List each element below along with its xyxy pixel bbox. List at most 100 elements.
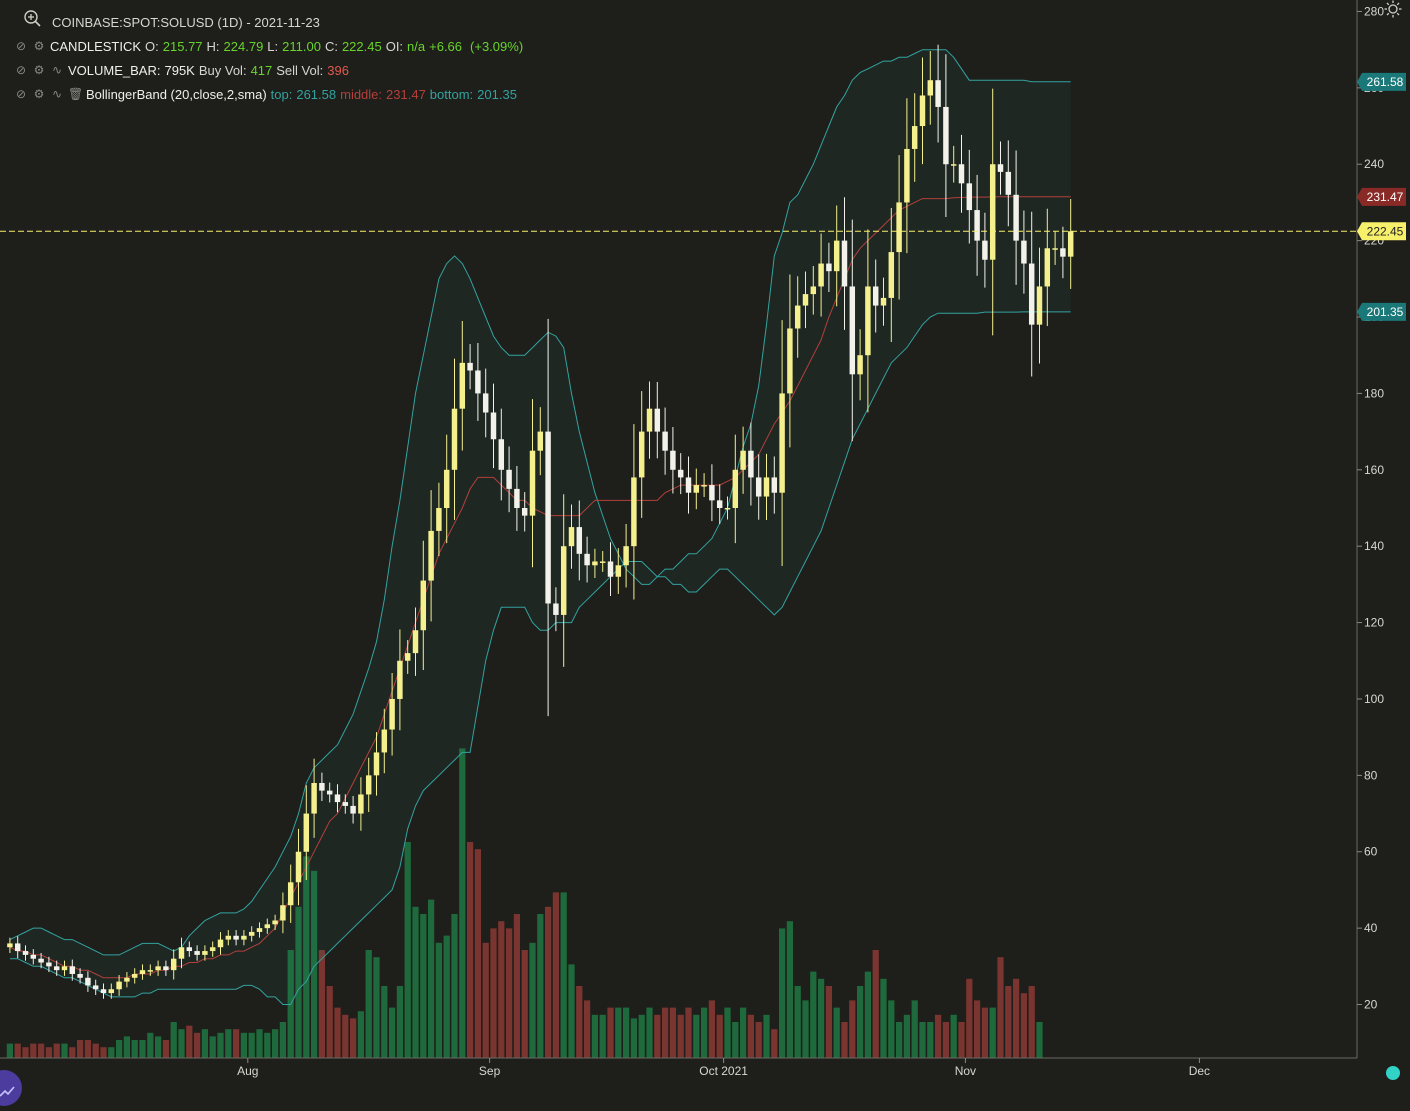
candle-body <box>904 148 910 203</box>
volume-bar <box>755 1022 762 1058</box>
volume-bar <box>693 1014 700 1058</box>
candle-body <box>646 408 653 432</box>
gear-icon[interactable]: ⚙ <box>33 39 45 53</box>
candle-body <box>69 966 76 974</box>
candle-body <box>1060 248 1066 257</box>
candle-body <box>53 966 60 971</box>
volume-bar <box>958 1022 965 1058</box>
price-badge: 261.58 <box>1357 72 1406 91</box>
candle-body <box>896 202 902 253</box>
volume-bar <box>654 1014 661 1058</box>
candle <box>389 672 395 756</box>
y-tick-label: 280 <box>1364 4 1384 18</box>
gear-icon[interactable]: ⚙ <box>33 63 45 77</box>
volume-bar <box>256 1029 263 1058</box>
candle-body <box>443 469 450 508</box>
candle <box>685 456 692 514</box>
volume-bar <box>303 856 310 1058</box>
volume-bar <box>778 928 786 1058</box>
zoom-in-icon[interactable] <box>22 8 42 28</box>
candle-body <box>233 935 239 940</box>
chart-logo-icon[interactable] <box>0 1070 22 1106</box>
candle-body <box>701 485 707 487</box>
candle <box>810 265 817 315</box>
time-axis[interactable]: Aug Sep Oct 2021 Nov Dec <box>237 1058 1210 1078</box>
volume-bar <box>1020 993 1028 1058</box>
candle <box>826 242 832 292</box>
candle-body <box>1044 248 1051 287</box>
candle <box>436 482 442 557</box>
volume-bar <box>404 842 411 1058</box>
candle-body <box>241 935 247 940</box>
eye-hidden-icon[interactable]: ⊘ <box>15 39 27 53</box>
bollinger-middle-value: 231.47 <box>386 86 426 102</box>
line-chart-icon[interactable]: ∿ <box>51 87 63 101</box>
candle <box>865 229 871 413</box>
sun-gear-icon[interactable] <box>1384 0 1402 18</box>
close-value: 222.45 <box>341 38 382 54</box>
sell-vol-label: Sell Vol: <box>276 62 324 78</box>
volume-bar <box>669 1007 677 1058</box>
volume-bar <box>108 1047 115 1058</box>
candle <box>264 918 271 934</box>
candle <box>911 93 918 182</box>
volume-bar <box>529 942 536 1058</box>
sell-vol-value: 396 <box>327 62 349 78</box>
price-badge-shape <box>1357 187 1406 206</box>
candle-body <box>568 527 575 547</box>
bollinger-middle-line <box>9 196 1071 979</box>
volume-bar <box>989 1007 996 1058</box>
candle-body <box>958 164 965 184</box>
candle-body <box>108 989 115 994</box>
candle-body <box>61 966 68 971</box>
y-tick-label: 100 <box>1364 692 1384 706</box>
close-label: C: <box>324 38 338 54</box>
candle-body <box>14 943 21 952</box>
candle-body <box>186 947 193 952</box>
candle-body <box>295 851 302 883</box>
line-chart-icon[interactable]: ∿ <box>51 63 63 77</box>
candle <box>748 422 754 506</box>
candle-body <box>584 553 590 566</box>
volume-bar <box>973 1000 981 1058</box>
volume-bar <box>583 1000 591 1058</box>
candle-body <box>592 561 598 566</box>
volume-bar <box>295 906 302 1058</box>
eye-hidden-icon[interactable]: ⊘ <box>15 63 27 77</box>
candle <box>420 540 427 671</box>
candle-body <box>194 951 200 955</box>
gear-icon[interactable]: ⚙ <box>33 87 45 101</box>
volume-bar <box>677 1014 684 1058</box>
candle-body <box>709 485 715 501</box>
eye-hidden-icon[interactable]: ⊘ <box>15 87 27 101</box>
candle <box>732 434 739 544</box>
candle-body <box>935 80 941 107</box>
candle <box>53 960 60 976</box>
candle <box>974 174 980 276</box>
y-tick-label: 20 <box>1364 998 1378 1012</box>
y-tick-label: 80 <box>1364 768 1378 782</box>
candle <box>592 548 598 578</box>
candle-body <box>389 698 395 730</box>
price-badge-shape <box>1357 72 1406 91</box>
candle-body <box>950 164 957 166</box>
volume-bar <box>544 906 552 1058</box>
candle <box>787 274 793 448</box>
candle <box>186 941 193 957</box>
volume-bar <box>123 1036 131 1058</box>
candle <box>108 983 115 999</box>
volume-bar <box>763 1014 770 1058</box>
candle <box>256 922 263 938</box>
candle <box>982 212 988 288</box>
candle <box>1021 210 1027 294</box>
candle-body <box>475 370 481 394</box>
candle <box>147 964 154 976</box>
trash-icon[interactable]: 🗑︎ <box>68 87 84 101</box>
volume-bar <box>841 1022 848 1058</box>
volume-bar <box>162 1040 170 1058</box>
candle <box>966 149 973 244</box>
candle-body <box>740 450 746 470</box>
candle <box>880 277 887 326</box>
volume-bar <box>193 1032 201 1058</box>
